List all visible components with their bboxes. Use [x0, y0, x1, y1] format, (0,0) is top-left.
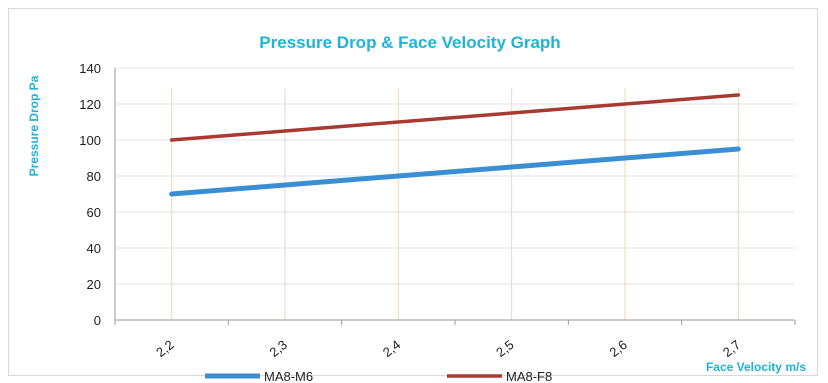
x-tick-label: 2,2 [153, 337, 176, 360]
axis-layer: 0 20 40 60 80 100 120 140 2,2 2,3 2,4 2,5 2,6 2,7 [79, 61, 796, 360]
series-layer [169, 93, 741, 197]
y-tick-label: 0 [94, 313, 101, 328]
y-tick-label: 80 [87, 169, 101, 184]
x-tick-label: 2,5 [493, 337, 516, 360]
y-axis-label: Pressure Drop Pa [27, 75, 41, 176]
legend-label-ma8-f8: MA8-F8 [506, 369, 552, 383]
x-tick-label: 2,4 [380, 337, 403, 360]
y-tick-label: 60 [87, 205, 101, 220]
x-axis-label: Face Velocity m/s [706, 360, 806, 374]
y-tick-label: 100 [79, 133, 101, 148]
legend: MA8-M6 MA8-F8 [205, 369, 552, 383]
x-tick-label: 2,3 [266, 337, 289, 360]
x-tick-label: 2,6 [606, 337, 629, 360]
y-tick-label: 120 [79, 97, 101, 112]
x-tick-label: 2,7 [720, 337, 743, 360]
y-tick-label: 20 [87, 277, 101, 292]
series-line-ma8-f8 [169, 93, 741, 142]
legend-label-ma8-m6: MA8-M6 [264, 369, 313, 383]
chart-frame [8, 8, 818, 376]
y-tick-label: 40 [87, 241, 101, 256]
chart-title: Pressure Drop & Face Velocity Graph [259, 33, 560, 52]
y-tick-label: 140 [79, 61, 101, 76]
series-line-ma8-m6 [169, 146, 741, 197]
grid-layer [115, 67, 795, 320]
